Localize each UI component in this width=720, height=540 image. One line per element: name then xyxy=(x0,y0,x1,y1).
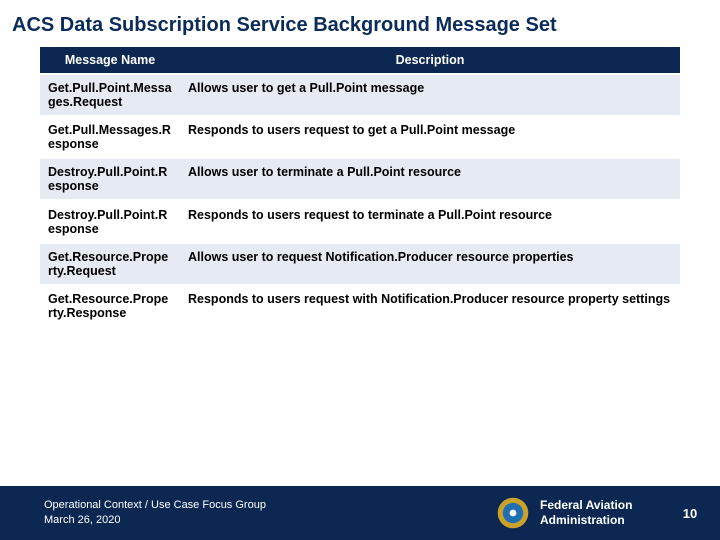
page-number: 10 xyxy=(660,506,720,521)
table-row: Get.Resource.Property.Request Allows use… xyxy=(40,243,680,285)
faa-seal-icon xyxy=(496,496,530,530)
cell-description: Allows user to get a Pull.Point message xyxy=(180,74,680,116)
cell-message-name: Get.Pull.Point.Messages.Request xyxy=(40,74,180,116)
cell-message-name: Get.Resource.Property.Request xyxy=(40,243,180,285)
cell-description: Responds to users request to get a Pull.… xyxy=(180,116,680,158)
table-row: Destroy.Pull.Point.Response Responds to … xyxy=(40,202,680,243)
cell-description: Responds to users request to terminate a… xyxy=(180,202,680,243)
table-row: Destroy.Pull.Point.Response Allows user … xyxy=(40,158,680,200)
footer-bar: Operational Context / Use Case Focus Gro… xyxy=(0,486,720,540)
table-row: Get.Resource.Property.Response Responds … xyxy=(40,285,680,327)
cell-message-name: Get.Resource.Property.Response xyxy=(40,285,180,327)
table-row: Get.Pull.Messages.Response Responds to u… xyxy=(40,116,680,158)
slide-title: ACS Data Subscription Service Background… xyxy=(0,0,720,47)
cell-description: Allows user to request Notification.Prod… xyxy=(180,243,680,285)
footer-line1: Operational Context / Use Case Focus Gro… xyxy=(44,498,496,513)
message-set-table: Message Name Description Get.Pull.Point.… xyxy=(40,47,680,328)
footer-line2: March 26, 2020 xyxy=(44,513,496,528)
footer-org: Federal Aviation Administration xyxy=(540,498,660,528)
slide: ACS Data Subscription Service Background… xyxy=(0,0,720,540)
table-row: Get.Pull.Point.Messages.Request Allows u… xyxy=(40,74,680,116)
cell-message-name: Destroy.Pull.Point.Response xyxy=(40,202,180,243)
col-header-message-name: Message Name xyxy=(40,47,180,74)
table-container: Message Name Description Get.Pull.Point.… xyxy=(0,47,720,328)
footer-org-line2: Administration xyxy=(540,513,660,528)
cell-description: Allows user to terminate a Pull.Point re… xyxy=(180,158,680,200)
cell-description: Responds to users request with Notificat… xyxy=(180,285,680,327)
footer-left: Operational Context / Use Case Focus Gro… xyxy=(0,498,496,528)
cell-message-name: Get.Pull.Messages.Response xyxy=(40,116,180,158)
footer-org-line1: Federal Aviation xyxy=(540,498,660,513)
cell-message-name: Destroy.Pull.Point.Response xyxy=(40,158,180,200)
col-header-description: Description xyxy=(180,47,680,74)
table-header-row: Message Name Description xyxy=(40,47,680,74)
